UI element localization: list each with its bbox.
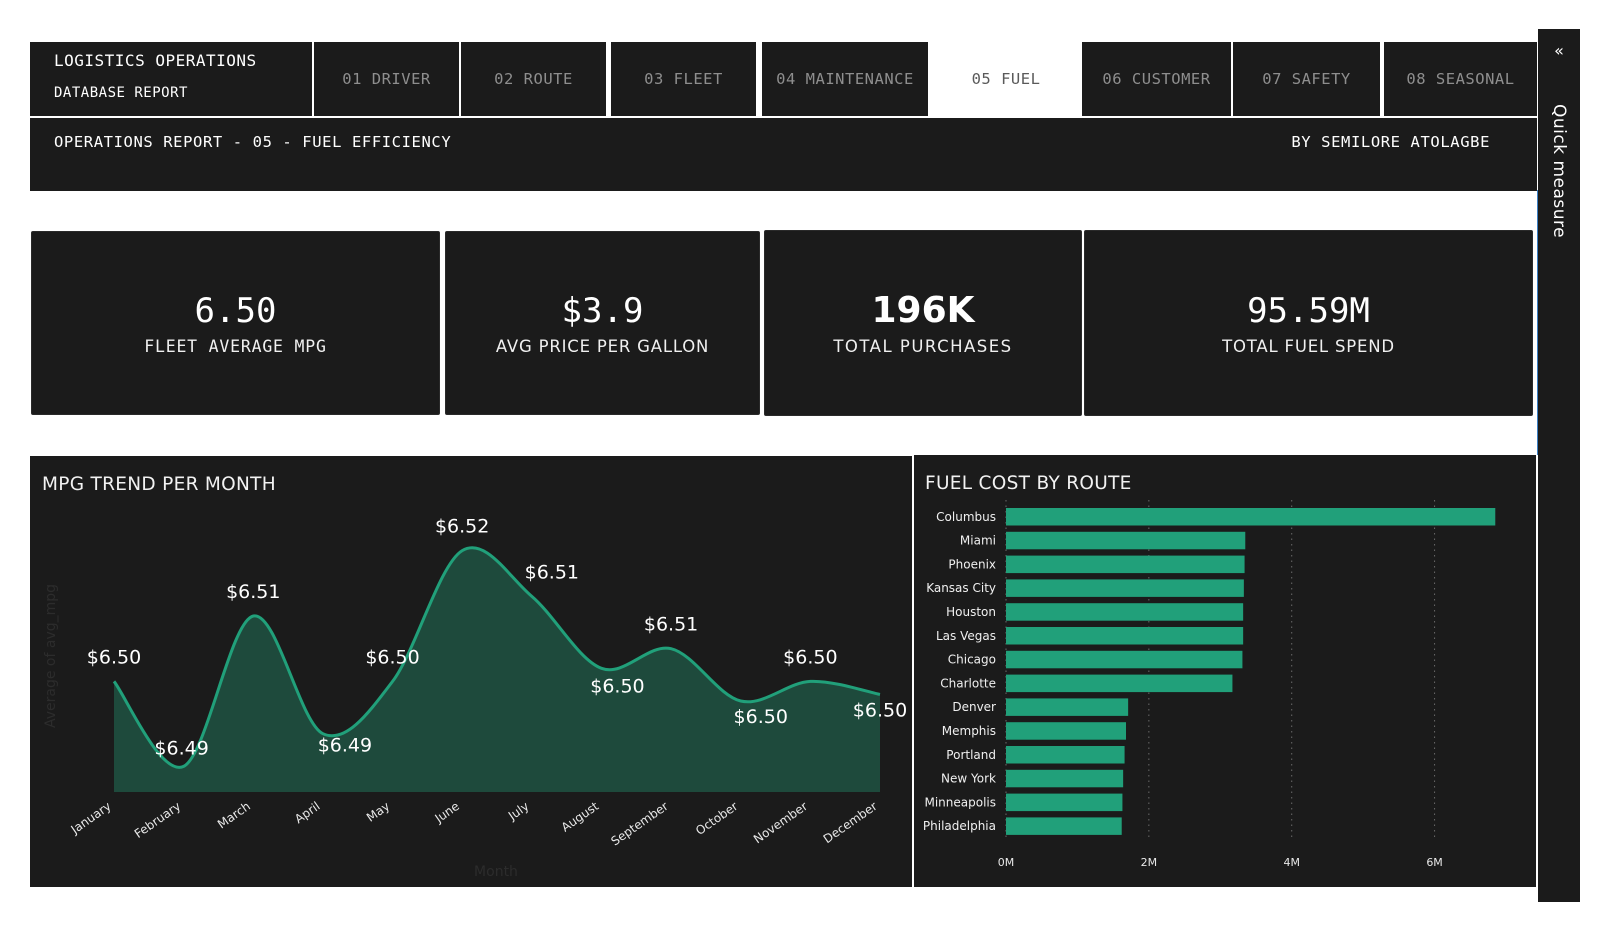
kpi-value: 196K — [871, 289, 975, 331]
y-tick-label: Memphis — [942, 724, 996, 738]
tab-route[interactable]: 02 ROUTE — [461, 42, 606, 116]
bar[interactable] — [1006, 769, 1124, 788]
bar[interactable] — [1006, 508, 1496, 526]
data-label: $6.50 — [365, 646, 419, 668]
tab-seasonal[interactable]: 08 SEASONAL — [1384, 42, 1537, 116]
data-label: $6.50 — [734, 706, 788, 728]
kpi-label: TOTAL FUEL SPEND — [1222, 336, 1395, 356]
tab-customer[interactable]: 06 CUSTOMER — [1082, 42, 1231, 116]
bar[interactable] — [1006, 793, 1123, 812]
bar[interactable] — [1006, 555, 1245, 574]
kpi-value: 95.59M — [1247, 290, 1370, 331]
data-label: $6.51 — [525, 561, 579, 583]
bar[interactable] — [1006, 603, 1244, 621]
brand-title: LOGISTICS OPERATIONS — [54, 51, 257, 70]
chart-title: FUEL COST BY ROUTE — [925, 473, 1132, 494]
bar[interactable] — [1006, 650, 1243, 669]
y-tick-label: Charlotte — [940, 676, 996, 690]
data-label: $6.49 — [154, 737, 208, 759]
kpi-card-total-purchases[interactable]: 196K TOTAL PURCHASES — [764, 230, 1082, 416]
x-tick-label: November — [751, 799, 810, 846]
tab-fleet[interactable]: 03 FLEET — [611, 42, 756, 116]
y-tick-label: Minneapolis — [924, 795, 996, 809]
pane-edge — [1537, 190, 1538, 455]
fuel-cost-by-route-chart[interactable]: FUEL COST BY ROUTE 0M 2M 4M 6M Columbus Miami… — [914, 455, 1536, 887]
quick-measure-label[interactable]: Quick measure — [1549, 104, 1569, 239]
data-label: $6.50 — [853, 699, 907, 721]
kpi-card-avg-price-per-gallon[interactable]: $3.9 AVG PRICE PER GALLON — [445, 231, 760, 415]
bar[interactable] — [1006, 627, 1244, 645]
x-tick-label: 4M — [1283, 856, 1300, 869]
x-tick-label: December — [821, 799, 880, 846]
x-tick-label: 0M — [998, 856, 1015, 869]
data-label: $6.50 — [590, 675, 644, 697]
bar[interactable] — [1006, 817, 1122, 835]
series-line[interactable] — [112, 546, 881, 769]
x-tick-label: May — [364, 799, 392, 825]
x-tick-label: August — [559, 799, 602, 835]
x-tick-label: October — [693, 799, 740, 838]
brand-subtitle: DATABASE REPORT — [54, 85, 188, 101]
x-tick-label: April — [292, 799, 323, 826]
kpi-value: 6.50 — [194, 290, 277, 331]
bar[interactable] — [1006, 531, 1246, 550]
y-tick-label: Miami — [960, 534, 996, 548]
chart-title: MPG TREND PER MONTH — [42, 474, 276, 495]
x-tick-label: March — [215, 799, 253, 831]
bar[interactable] — [1006, 579, 1244, 597]
area-fill — [114, 547, 880, 792]
y-tick-label: Phoenix — [948, 557, 996, 571]
x-tick-label: February — [132, 799, 184, 841]
kpi-label: AVG PRICE PER GALLON — [495, 336, 710, 356]
y-tick-label: Kansas City — [926, 581, 996, 595]
x-tick-label: January — [68, 799, 114, 837]
mpg-trend-chart[interactable]: MPG TREND PER MONTH $6.50 $6.49 $6.51 $6.49… — [30, 456, 912, 887]
y-tick-label: Las Vegas — [936, 629, 996, 643]
data-label: $6.50 — [783, 646, 837, 668]
tab-safety[interactable]: 07 SAFETY — [1233, 42, 1380, 116]
mpg-trend-plot: $6.50 $6.49 $6.51 $6.49 $6.50 $6.52 $6.51 $6.50… — [43, 516, 907, 880]
kpi-value: $3.9 — [561, 290, 644, 331]
chevron-double-left-icon[interactable]: « — [1554, 41, 1564, 60]
x-axis-label: Month — [474, 864, 518, 880]
x-tick-label: September — [608, 799, 670, 849]
kpi-card-total-fuel-spend[interactable]: 95.59M TOTAL FUEL SPEND — [1084, 230, 1533, 416]
kpi-card-fleet-avg-mpg[interactable]: 6.50 FLEET AVERAGE MPG — [31, 231, 440, 415]
bar[interactable] — [1006, 722, 1126, 740]
bar[interactable] — [1006, 746, 1125, 764]
tab-maintenance[interactable]: 04 MAINTENANCE — [762, 42, 928, 116]
report-author: BY SEMILORE ATOLAGBE — [1291, 133, 1490, 151]
tab-driver[interactable]: 01 DRIVER — [314, 42, 459, 116]
y-tick-label: Portland — [946, 748, 996, 762]
bar[interactable] — [1006, 698, 1129, 716]
y-tick-label: Houston — [946, 605, 996, 619]
y-tick-label: New York — [941, 772, 996, 786]
data-label: $6.52 — [435, 516, 489, 538]
y-tick-label: Philadelphia — [923, 819, 996, 833]
y-tick-label: Denver — [952, 700, 996, 714]
x-tick-label: 6M — [1426, 856, 1443, 869]
report-header: OPERATIONS REPORT - 05 - FUEL EFFICIENCY… — [30, 118, 1537, 191]
bar[interactable] — [1006, 674, 1233, 693]
kpi-label: TOTAL PURCHASES — [833, 336, 1013, 356]
x-tick-label: June — [432, 799, 462, 826]
tab-fuel[interactable]: 05 FUEL — [932, 42, 1080, 116]
x-tick-label: 2M — [1141, 856, 1158, 869]
y-tick-label: Chicago — [948, 653, 996, 667]
data-label: $6.50 — [87, 646, 141, 668]
fuel-cost-plot: 0M 2M 4M 6M Columbus Miami Phoenix Kansas City H… — [923, 500, 1496, 869]
y-tick-label: Columbus — [936, 510, 996, 524]
x-tick-label: July — [505, 799, 532, 823]
data-label: $6.49 — [318, 735, 372, 757]
brand-block: LOGISTICS OPERATIONS DATABASE REPORT — [30, 42, 312, 116]
report-title: OPERATIONS REPORT - 05 - FUEL EFFICIENCY — [54, 133, 452, 151]
quick-measure-pane[interactable]: « Quick measure — [1538, 29, 1580, 902]
y-axis-label: Average of avg_mpg — [43, 584, 59, 728]
data-label: $6.51 — [644, 614, 698, 636]
data-label: $6.51 — [226, 581, 280, 603]
kpi-label: FLEET AVERAGE MPG — [144, 336, 327, 356]
